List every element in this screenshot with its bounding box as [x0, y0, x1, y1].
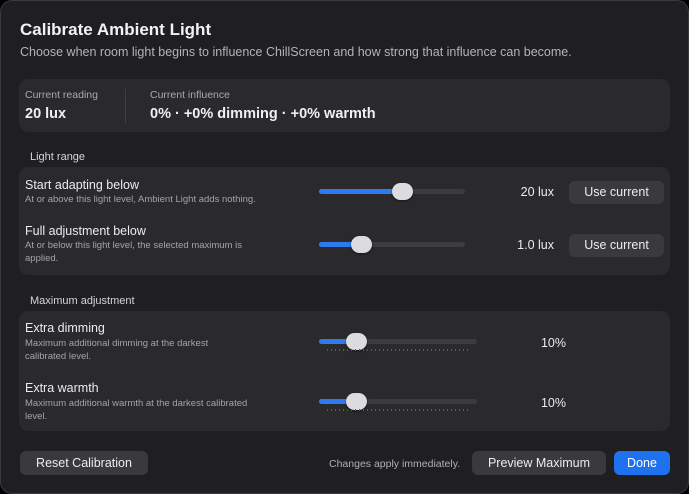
changes-apply-note: Changes apply immediately. — [329, 458, 461, 470]
maximum-adjustment-panel: Extra dimming Maximum additional dimming… — [19, 311, 670, 431]
extra-dimming-slider[interactable] — [319, 333, 477, 350]
full-adjustment-slider-thumb[interactable] — [350, 236, 372, 253]
full-adjustment-slider[interactable] — [319, 236, 465, 253]
extra-warmth-slider-fill — [319, 399, 357, 404]
extra-warmth-description: Maximum additional warmth at the darkest… — [25, 398, 248, 422]
start-adapting-slider-fill — [319, 189, 403, 194]
start-adapting-description: At or above this light level, Ambient Li… — [25, 194, 256, 205]
start-adapting-slider[interactable] — [319, 183, 465, 200]
start-adapting-use-current-button[interactable]: Use current — [569, 181, 664, 204]
reading-panel: Current reading 20 lux Current influence… — [19, 79, 670, 132]
current-reading-value: 20 lux — [25, 106, 67, 122]
full-adjustment-title: Full adjustment below — [25, 224, 146, 238]
light-range-panel: Start adapting below At or above this li… — [19, 167, 670, 275]
current-influence-label: Current influence — [150, 89, 230, 101]
extra-dimming-value: 10% — [540, 336, 566, 350]
preview-maximum-button[interactable]: Preview Maximum — [472, 451, 606, 475]
full-adjustment-value: 1.0 lux — [517, 238, 554, 252]
extra-dimming-slider-ticks — [327, 349, 469, 351]
start-adapting-slider-thumb[interactable] — [391, 183, 413, 200]
start-adapting-value: 20 lux — [520, 185, 554, 199]
current-influence-value: 0% · +0% dimming · +0% warmth — [150, 106, 376, 122]
start-adapting-title: Start adapting below — [25, 178, 139, 192]
full-adjustment-description: At or below this light level, the select… — [25, 240, 243, 264]
extra-dimming-title: Extra dimming — [25, 321, 105, 335]
light-range-section-label: Light range — [30, 151, 86, 163]
extra-warmth-slider-ticks — [327, 409, 469, 411]
maximum-adjustment-section-label: Maximum adjustment — [30, 295, 135, 307]
full-adjustment-slider-fill — [319, 242, 362, 247]
extra-dimming-slider-thumb[interactable] — [346, 333, 368, 350]
extra-warmth-value: 10% — [540, 396, 566, 410]
extra-warmth-slider-thumb[interactable] — [346, 393, 368, 410]
reset-calibration-button[interactable]: Reset Calibration — [20, 451, 148, 475]
extra-warmth-title: Extra warmth — [25, 381, 99, 395]
reading-divider — [125, 89, 126, 123]
extra-dimming-description: Maximum additional dimming at the darkes… — [25, 338, 209, 362]
done-button[interactable]: Done — [614, 451, 670, 475]
current-reading-label: Current reading — [25, 89, 98, 101]
full-adjustment-use-current-button[interactable]: Use current — [569, 234, 664, 257]
extra-warmth-slider[interactable] — [319, 393, 477, 410]
dialog-title: Calibrate Ambient Light — [20, 20, 212, 39]
dialog-subtitle: Choose when room light begins to influen… — [20, 45, 572, 59]
extra-dimming-slider-fill — [319, 339, 357, 344]
